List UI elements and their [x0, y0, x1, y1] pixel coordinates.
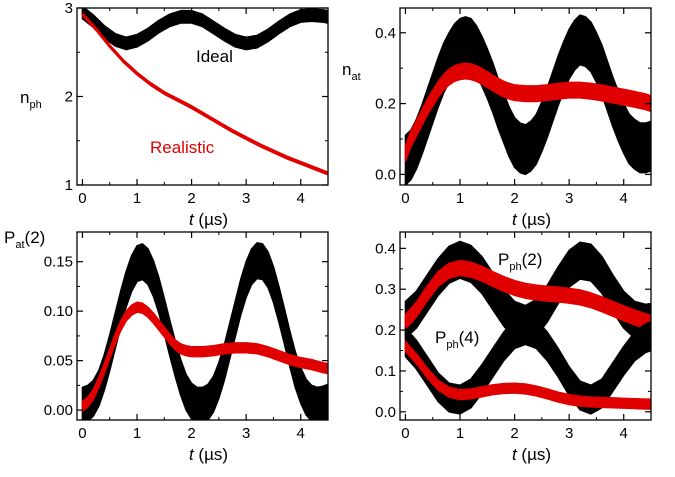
- x-tick-label: 1: [133, 425, 141, 442]
- x-tick-label: 0: [78, 190, 86, 207]
- annotation-pph2-suffix: (2): [522, 250, 543, 269]
- x-tick-label: 0: [78, 425, 86, 442]
- y-axis-label-pat2: Pat(2): [4, 228, 45, 251]
- annotation-pph4-suffix: (4): [459, 328, 480, 347]
- annotation-pph4-main: P: [435, 328, 446, 347]
- annotation-pph4: Pph(4): [435, 328, 479, 351]
- series-band-1: [81, 12, 328, 176]
- x-tick-label: 1: [133, 190, 141, 207]
- y-axis-label-pat2-sub: at: [15, 239, 24, 251]
- y-axis-label-nph-sub: ph: [29, 99, 41, 111]
- y-axis-label-nph: nph: [20, 88, 42, 111]
- x-tick-label: 4: [620, 425, 628, 442]
- x-tick-label: 2: [510, 190, 518, 207]
- annotation-pph4-sub: ph: [446, 339, 458, 351]
- y-tick-label: 0.15: [44, 254, 73, 271]
- y-tick-label: 2: [65, 89, 73, 106]
- x-tick-label: 3: [242, 425, 250, 442]
- x-tick-label: 2: [187, 190, 195, 207]
- series-band-1: [404, 62, 651, 162]
- annotation-pph2: Pph(2): [498, 250, 542, 273]
- series-band-0: [81, 8, 328, 51]
- plot-frame: [399, 231, 652, 421]
- x-tick-label: 4: [297, 425, 305, 442]
- x-axis-label-unit: (µs): [517, 445, 551, 464]
- series-band-0: [81, 242, 328, 420]
- series-group: [404, 14, 651, 185]
- y-tick-label: 0.2: [375, 96, 396, 113]
- y-tick-label: 3: [65, 0, 73, 17]
- x-tick-label: 2: [187, 425, 195, 442]
- y-tick-label: 0.1: [375, 363, 396, 380]
- annotation-pph2-sub: ph: [509, 261, 521, 273]
- series-group: [81, 242, 328, 420]
- y-axis-label-nat-sub: at: [351, 71, 360, 83]
- series-band-1: [404, 259, 651, 331]
- y-tick-label: 0.4: [375, 25, 396, 42]
- x-axis-label: t (µs): [512, 210, 551, 229]
- x-axis-label-var: t: [512, 445, 518, 464]
- x-axis-label: t (µs): [512, 445, 551, 464]
- y-tick-label: 0.3: [375, 281, 396, 298]
- x-axis-label-var: t: [512, 210, 518, 229]
- y-axis-label-pat2-suffix: (2): [25, 228, 46, 247]
- y-tick-label: 0.0: [375, 404, 396, 421]
- y-tick-label: 0.4: [375, 240, 396, 257]
- y-axis-label-nat: nat: [342, 60, 361, 83]
- y-axis-label-nph-main: n: [20, 88, 29, 107]
- annotation-realistic: Realistic: [150, 138, 215, 157]
- y-tick-label: 0.00: [44, 402, 73, 419]
- x-tick-label: 4: [297, 190, 305, 207]
- panel-pph: 0 1 2 3 4 0.0 0.1 0.2 0.3 0.4 t (µs): [375, 231, 652, 464]
- panel-nat: 0 1 2 3 4 0.0 0.2 0.4 t (µs): [375, 7, 652, 229]
- y-tick-label: 0.10: [44, 303, 73, 320]
- x-axis-label: t (µs): [189, 210, 228, 229]
- series-group: [404, 240, 651, 415]
- x-axis-label-unit: (µs): [194, 210, 228, 229]
- y-tick-label: 0.0: [375, 166, 396, 183]
- y-tick-label: 0.05: [44, 353, 73, 370]
- annotation-pph2-main: P: [498, 250, 509, 269]
- x-axis-label-var: t: [189, 445, 195, 464]
- annotation-ideal: Ideal: [196, 47, 233, 66]
- x-axis-label-var: t: [189, 210, 195, 229]
- y-axis-label-nat-main: n: [342, 60, 351, 79]
- x-tick-label: 0: [401, 190, 409, 207]
- plot-frame: [399, 7, 652, 186]
- y-tick-label: 1: [65, 177, 73, 194]
- x-tick-label: 3: [242, 190, 250, 207]
- x-axis-label-unit: (µs): [194, 445, 228, 464]
- series-band-0: [404, 14, 651, 185]
- plot-frame: [76, 231, 329, 421]
- x-axis-label-unit: (µs): [517, 210, 551, 229]
- x-tick-label: 1: [456, 425, 464, 442]
- y-tick-label: 0.2: [375, 322, 396, 339]
- series-band-1: [81, 301, 328, 412]
- x-tick-label: 3: [565, 190, 573, 207]
- x-tick-label: 2: [510, 425, 518, 442]
- x-tick-label: 4: [620, 190, 628, 207]
- y-axis-label-pat2-main: P: [4, 228, 15, 247]
- x-tick-label: 3: [565, 425, 573, 442]
- x-tick-label: 1: [456, 190, 464, 207]
- x-axis-label: t (µs): [189, 445, 228, 464]
- series-group: [81, 8, 328, 176]
- series-band-3: [404, 340, 651, 410]
- panel-pat2: 0 1 2 3 4 0.00 0.05 0.10 0.15 t (µs): [44, 231, 329, 464]
- x-tick-label: 0: [401, 425, 409, 442]
